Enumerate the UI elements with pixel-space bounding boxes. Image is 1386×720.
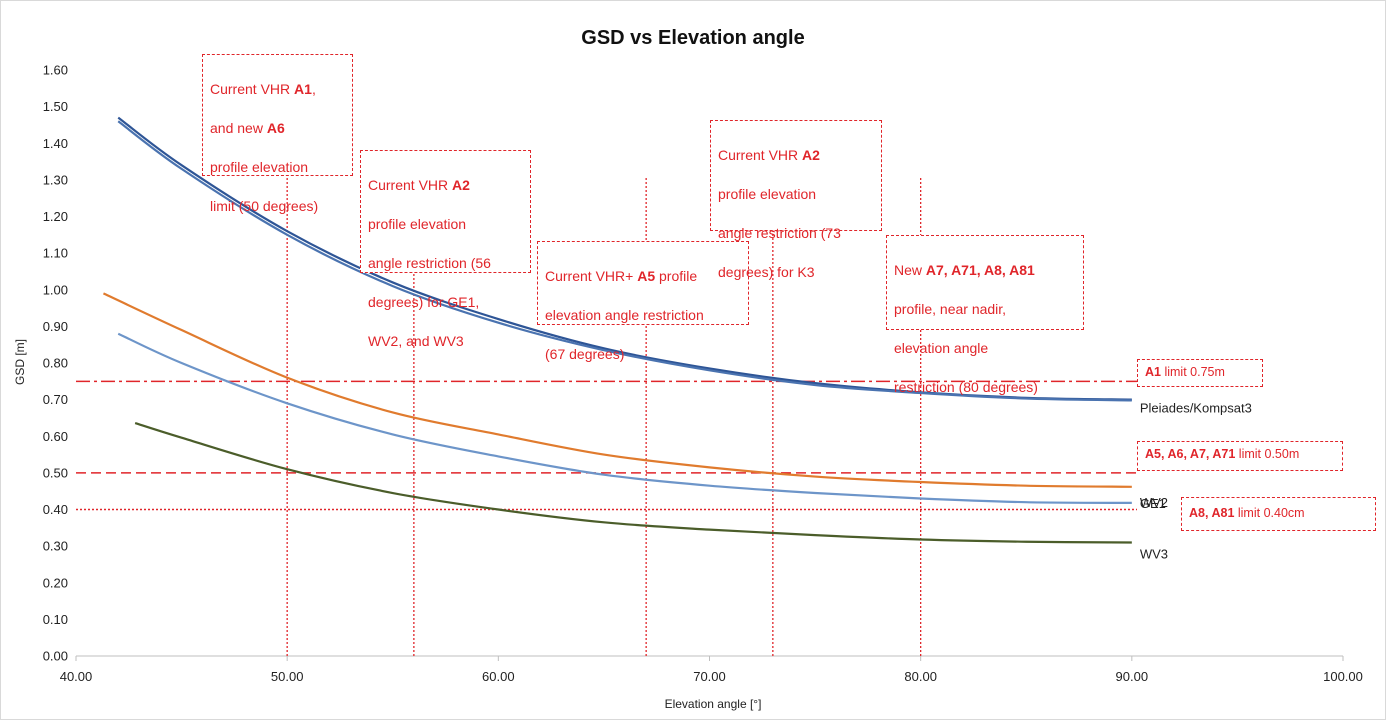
series-label: WV2 <box>1140 495 1168 510</box>
ann-bold: A6 <box>266 119 285 136</box>
ann-text: limit (50 degrees) <box>210 197 319 214</box>
ann-text: profile <box>655 267 698 284</box>
ann-text: degrees) for GE1, <box>368 293 480 310</box>
y-tick-label: 0.70 <box>43 392 68 407</box>
ann-text: elevation angle restriction <box>545 306 704 323</box>
lim-text: limit 0.75m <box>1160 365 1225 379</box>
y-tick-label: 0.90 <box>43 319 68 334</box>
y-tick-label: 0.00 <box>43 649 68 664</box>
lim-text: limit 0.50m <box>1235 447 1300 461</box>
y-tick-label: 1.30 <box>43 172 68 187</box>
y-axis-label: GSD [m] <box>13 339 27 385</box>
y-tick-label: 1.00 <box>43 282 68 297</box>
ann-text: profile elevation <box>210 158 309 175</box>
y-tick-label: 0.30 <box>43 539 68 554</box>
ann-bold: A7, A71, A8, A81 <box>925 261 1035 278</box>
ann-text: New <box>894 261 926 278</box>
ann-text: profile, near nadir, <box>894 300 1007 317</box>
x-axis-label: Elevation angle [°] <box>665 697 762 711</box>
series-label: Pleiades/Kompsat3 <box>1140 401 1252 416</box>
limit-label-075: A1 limit 0.75m <box>1137 359 1263 387</box>
ann-text: (67 degrees) <box>545 345 625 362</box>
chart-title: GSD vs Elevation angle <box>581 27 804 49</box>
series-label: GE1 <box>1140 496 1166 511</box>
x-tick-label: 60.00 <box>482 669 515 684</box>
lim-bold: A8, A81 <box>1189 506 1235 520</box>
x-tick-label: 90.00 <box>1116 669 1149 684</box>
ann-bold: A5 <box>637 267 656 284</box>
ann-bold: A2 <box>452 176 470 193</box>
lim-bold: A5, A6, A7, A71 <box>1145 447 1236 461</box>
ann-text: Current VHR+ <box>545 267 638 284</box>
ann-text: degrees) for K3 <box>718 263 815 280</box>
y-tick-label: 1.50 <box>43 99 68 114</box>
y-tick-label: 1.20 <box>43 209 68 224</box>
ann-text: restriction (80 degrees) <box>894 378 1038 395</box>
limit-label-040: A8, A81 limit 0.40cm <box>1181 497 1376 531</box>
y-tick-label: 1.10 <box>43 246 68 261</box>
y-tick-label: 0.40 <box>43 502 68 517</box>
x-tick-label: 80.00 <box>904 669 937 684</box>
ann-bold: A1 <box>294 80 312 97</box>
y-tick-label: 0.50 <box>43 465 68 480</box>
series-line <box>102 292 1132 488</box>
ann-text: angle restriction (56 <box>368 254 491 271</box>
ann-text: WV2, and WV3 <box>368 332 464 349</box>
series-label: WV3 <box>1140 546 1168 561</box>
annotation-a7-80: New A7, A71, A8, A81 profile, near nadir… <box>886 235 1084 395</box>
x-tick-label: 100.00 <box>1323 669 1363 684</box>
series-line <box>117 332 1132 505</box>
lim-bold: A1 <box>1145 365 1161 379</box>
x-tick-label: 40.00 <box>60 669 93 684</box>
y-tick-label: 0.80 <box>43 356 68 371</box>
ann-bold: A2 <box>802 146 820 163</box>
ann-text: Current VHR <box>368 176 453 193</box>
ann-text: elevation angle <box>894 339 989 356</box>
x-tick-label: 70.00 <box>693 669 726 684</box>
annotation-a1-a6: Current VHR A1, and new A6 profile eleva… <box>202 54 353 214</box>
annotation-a2-56: Current VHR A2 profile elevation angle r… <box>360 150 531 349</box>
limit-label-050: A5, A6, A7, A71 limit 0.50m <box>1137 441 1343 471</box>
y-tick-label: 0.20 <box>43 575 68 590</box>
y-tick-label: 0.60 <box>43 429 68 444</box>
annotation-a5-67: Current VHR+ A5 profile elevation angle … <box>537 241 749 362</box>
annotation-a2-73: Current VHR A2 profile elevation angle r… <box>710 120 882 280</box>
ann-text: profile elevation <box>368 215 467 232</box>
ann-text: Current VHR <box>718 146 803 163</box>
y-tick-label: 0.10 <box>43 612 68 627</box>
lim-text: limit 0.40cm <box>1234 506 1305 520</box>
ann-text: Current VHR <box>210 80 295 97</box>
series-line <box>134 422 1132 544</box>
x-tick-label: 50.00 <box>271 669 304 684</box>
y-tick-label: 1.60 <box>43 63 68 78</box>
ann-text: and new <box>210 119 267 136</box>
series-line <box>117 120 1132 402</box>
ann-text: profile elevation <box>718 185 817 202</box>
y-tick-label: 1.40 <box>43 136 68 151</box>
ann-text: , <box>311 80 316 97</box>
ann-text: angle restriction (73 <box>718 224 841 241</box>
